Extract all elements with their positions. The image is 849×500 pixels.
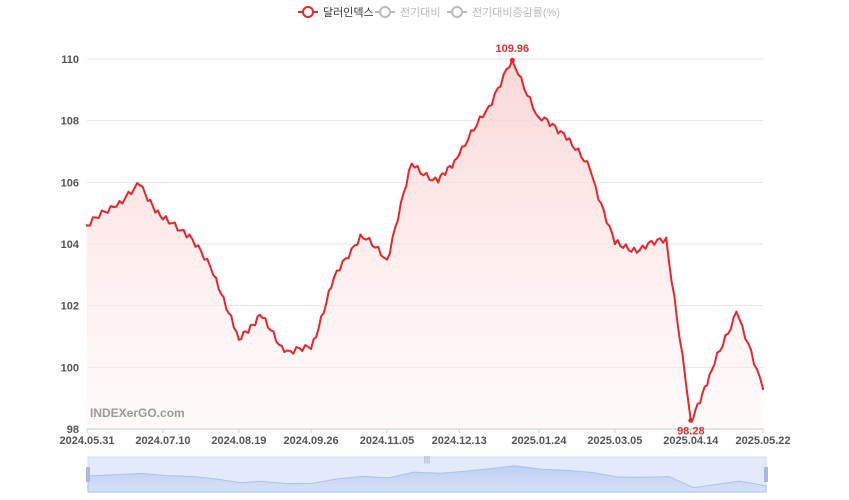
x-tick-label: 2025.05.22: [735, 435, 790, 447]
data-point: [613, 242, 617, 246]
x-tick-label: 2024.11.05: [360, 435, 414, 447]
x-tick-label: 2025.01.24: [511, 435, 567, 447]
x-tick-label: 2025.03.05: [587, 435, 642, 447]
x-tick-label: 2024.07.10: [135, 435, 190, 447]
y-axis: 98 100 102 104 106 108 110: [61, 54, 80, 436]
x-tick-label: 2024.12.13: [432, 435, 487, 447]
annotations: 109.96 98.28: [496, 43, 705, 437]
data-point: [332, 276, 336, 280]
watermark: INDEXerGO.com: [90, 406, 185, 420]
data-point: [283, 350, 286, 354]
x-axis: 2024.05.31 2024.07.10 2024.08.19 2024.09.26…: [59, 429, 791, 447]
y-tick-label: 98: [67, 424, 79, 436]
y-tick-label: 104: [61, 239, 80, 251]
data-point: [385, 258, 389, 261]
data-point: [309, 347, 313, 351]
legend-item-dollar-index[interactable]: 달러인덱스: [298, 6, 374, 19]
data-point: [258, 313, 261, 317]
data-point: [359, 233, 362, 236]
x-tick-label: 2024.09.26: [284, 435, 339, 447]
data-point: [214, 276, 218, 280]
y-tick-label: 102: [61, 301, 79, 313]
data-point: [484, 110, 487, 113]
data-point: [457, 153, 461, 156]
slider-grip-icon[interactable]: |||: [424, 455, 430, 464]
data-point: [188, 233, 191, 236]
y-tick-label: 106: [61, 177, 79, 189]
data-point: [664, 236, 668, 240]
legend-item-prev-change-rate[interactable]: 전기대비증감률(%): [447, 6, 560, 19]
max-annotation-label: 109.96: [496, 43, 530, 55]
data-point: [410, 162, 413, 166]
y-tick-label: 100: [61, 362, 79, 374]
slider-preview-area: [87, 465, 767, 493]
min-point: [688, 417, 694, 423]
min-annotation-label: 98.28: [677, 425, 705, 437]
data-point: [138, 184, 142, 187]
legend-marker-icon: [451, 6, 463, 18]
series-line: [87, 59, 764, 422]
legend-label: 전기대비: [400, 6, 440, 19]
x-tick-label: 2025.04.14: [663, 435, 719, 447]
data-point: [537, 116, 541, 119]
legend-marker-icon: [379, 6, 391, 18]
slider-selection[interactable]: [88, 457, 766, 492]
data-point: [237, 338, 241, 341]
x-tick-label: 2024.08.19: [211, 435, 266, 447]
legend: 달러인덱스 전기대비 전기대비증감률(%): [298, 6, 560, 19]
data-point: [589, 168, 592, 172]
data-point: [761, 387, 765, 391]
y-tick-label: 108: [61, 116, 79, 128]
y-tick-label: 110: [61, 54, 79, 66]
data-point: [85, 224, 89, 227]
slider-handle-left[interactable]: [86, 467, 90, 482]
legend-marker-icon: [302, 6, 314, 18]
data-point: [161, 218, 165, 221]
x-tick-label: 2024.05.31: [59, 435, 114, 447]
series-area: [87, 60, 763, 429]
data-point: [735, 310, 738, 314]
slider-handle-right[interactable]: [764, 467, 768, 482]
max-point: [509, 57, 515, 63]
data-point: [710, 369, 713, 372]
data-point: [112, 205, 115, 209]
legend-label: 달러인덱스: [323, 6, 374, 19]
legend-item-prev-change[interactable]: 전기대비: [375, 6, 440, 19]
data-point: [437, 181, 440, 184]
range-slider[interactable]: |||: [86, 455, 768, 493]
legend-label: 전기대비증감률(%): [472, 6, 560, 19]
series-points: [85, 59, 765, 422]
data-point: [638, 248, 641, 252]
data-point: [562, 131, 565, 135]
